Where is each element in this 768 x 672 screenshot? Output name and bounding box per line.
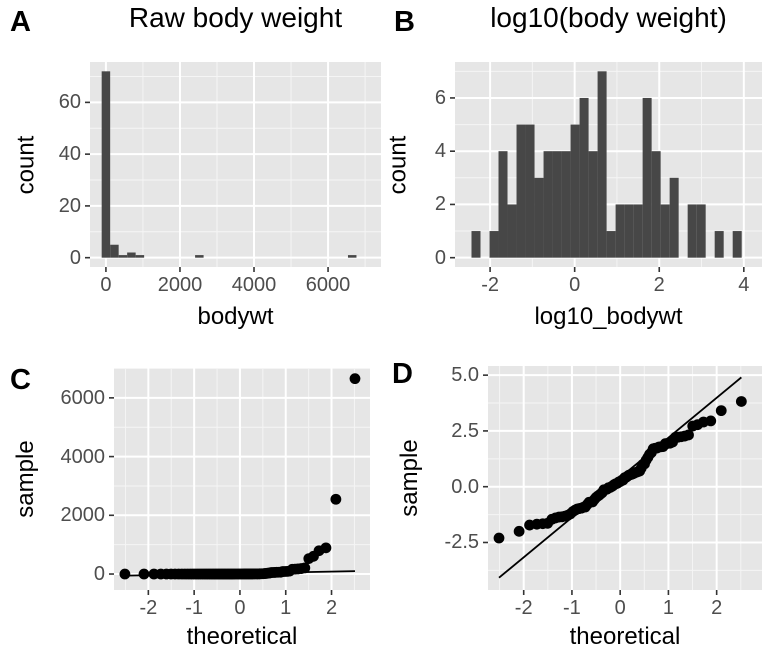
x-axis-title: theoretical bbox=[569, 623, 681, 650]
x-tick-label: 1 bbox=[280, 597, 292, 619]
y-tick-label: 2000 bbox=[60, 504, 106, 527]
y-tick-label: 60 bbox=[58, 91, 81, 114]
x-tick-label: 2 bbox=[653, 274, 665, 296]
y-tick-label: 4000 bbox=[60, 445, 106, 468]
y-tick-label: 0 bbox=[93, 563, 105, 586]
y-tick-label: 40 bbox=[58, 143, 81, 166]
panel-B: B log10(body weight) log10_bodywt count … bbox=[384, 0, 768, 336]
x-tick-label: 0 bbox=[234, 597, 246, 619]
panel-title: log10(body weight) bbox=[490, 2, 727, 33]
x-tick-label: 6000 bbox=[305, 274, 351, 296]
x-tick-label: 0 bbox=[569, 274, 581, 296]
plot-area-A bbox=[85, 62, 381, 272]
x-tick-label: 4 bbox=[738, 274, 750, 296]
x-tick-label: 2000 bbox=[157, 274, 203, 296]
x-axis-title: theoretical bbox=[186, 623, 298, 650]
x-tick-label: 0 bbox=[100, 274, 112, 296]
x-tick-label: -2 bbox=[514, 597, 533, 619]
y-tick-label: 5.0 bbox=[451, 364, 479, 387]
x-axis-title: bodywt bbox=[197, 303, 274, 330]
panel-tag: A bbox=[10, 6, 31, 38]
panel-tag: B bbox=[394, 6, 415, 38]
x-tick-label: 2 bbox=[325, 597, 338, 619]
y-tick-label: 2 bbox=[434, 193, 446, 216]
panel-C: C theoretical sample -2 -1 0 1 2 0 2000 4000 600… bbox=[0, 336, 384, 672]
x-tick-label: 0 bbox=[614, 597, 626, 619]
panel-title: Raw body weight bbox=[128, 2, 343, 33]
plot-area-B bbox=[450, 62, 762, 272]
y-tick-label: 20 bbox=[58, 194, 81, 217]
x-tick-label: 2 bbox=[711, 597, 723, 619]
panel-D: D theoretical sample -2 -1 0 1 2 -2.5 0.0 2.5 5.… bbox=[384, 336, 768, 672]
x-tick-label: -1 bbox=[185, 597, 204, 619]
y-tick-label: 2.5 bbox=[451, 419, 479, 442]
y-tick-label: 0 bbox=[434, 246, 446, 269]
panel-tag: D bbox=[392, 358, 413, 390]
x-tick-label: -2 bbox=[139, 597, 158, 619]
y-tick-label: 4 bbox=[434, 140, 446, 163]
x-tick-label: 4000 bbox=[231, 274, 277, 296]
x-axis-title: log10_bodywt bbox=[534, 303, 683, 330]
panel-tag: C bbox=[10, 364, 31, 396]
y-tick-label: 0 bbox=[69, 246, 81, 269]
x-tick-label: 1 bbox=[662, 597, 674, 619]
plot-area-C bbox=[109, 367, 370, 595]
y-tick-label: -2.5 bbox=[444, 531, 479, 554]
x-tick-label: -1 bbox=[563, 597, 581, 619]
y-tick-label: 6 bbox=[434, 86, 446, 109]
y-tick-label: 6000 bbox=[60, 386, 106, 409]
y-tick-label: 0.0 bbox=[451, 475, 479, 498]
x-tick-label: -2 bbox=[481, 274, 499, 296]
plot-area-D bbox=[483, 366, 762, 595]
panel-A: A Raw body weight bodywt count 0 2000 4000… bbox=[0, 0, 384, 336]
